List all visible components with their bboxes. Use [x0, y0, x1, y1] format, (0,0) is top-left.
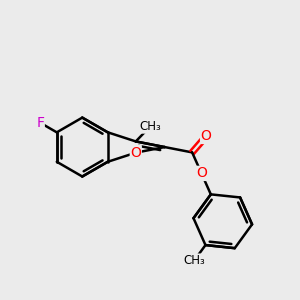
Text: O: O — [196, 167, 207, 180]
Text: F: F — [36, 116, 44, 130]
Text: CH₃: CH₃ — [139, 120, 161, 133]
Text: O: O — [201, 129, 212, 143]
Text: CH₃: CH₃ — [183, 254, 205, 267]
Text: O: O — [130, 146, 141, 160]
